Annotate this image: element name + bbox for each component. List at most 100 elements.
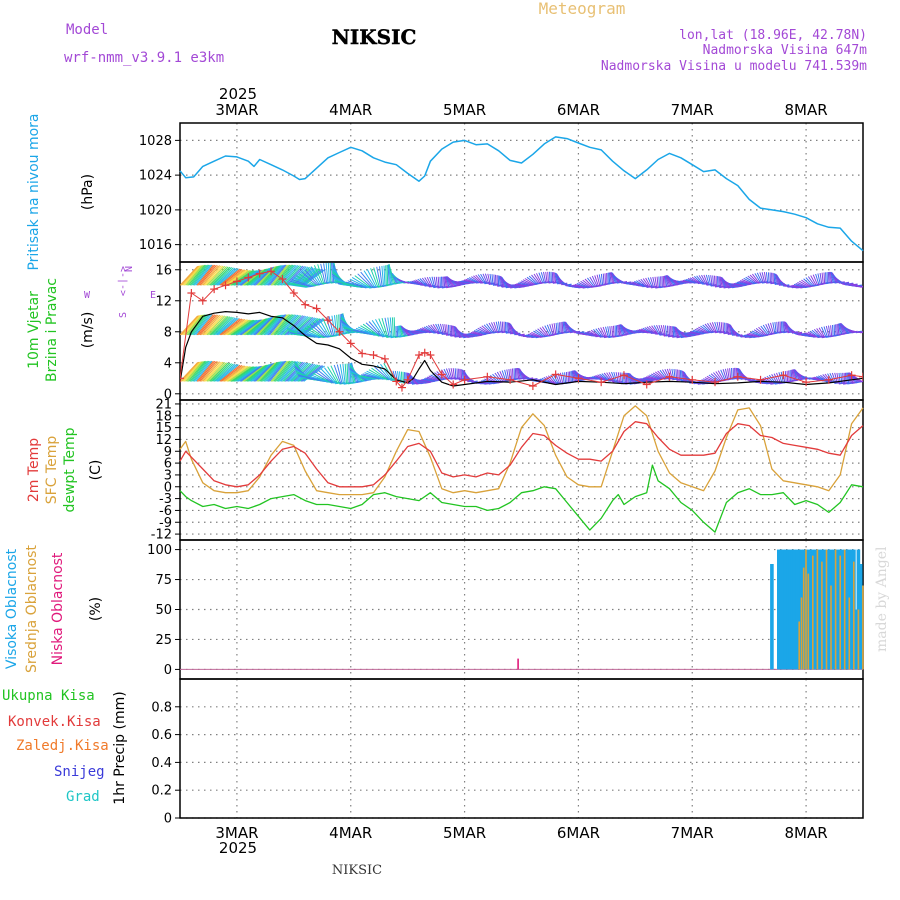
- wind-barb: [396, 325, 399, 338]
- wind-barb: [791, 369, 794, 381]
- wind-barb: [554, 272, 558, 284]
- wind-barb: [710, 373, 720, 382]
- wind-barb: [760, 325, 769, 336]
- wind-barb: [189, 360, 207, 382]
- wind-barb: [526, 334, 538, 338]
- wind-barb: [729, 368, 732, 380]
- wind-barb: [339, 364, 345, 384]
- high-cloud-bar: [770, 564, 774, 670]
- wind-barb: [209, 266, 229, 286]
- wind-barb: [827, 271, 830, 283]
- panel-frame: [179, 399, 864, 541]
- precip-legend: Ukupna Kisa Konvek.Kisa Zaledj.Kisa Snijeg G…: [2, 688, 109, 805]
- wind-barb: [516, 367, 520, 380]
- y-tick-label: 9: [164, 445, 172, 460]
- wind-barb: [213, 316, 234, 336]
- wind-barb: [597, 327, 605, 338]
- high-cloud-bar: [788, 549, 792, 670]
- wind-barb: [399, 325, 403, 337]
- wind-barb: [463, 279, 475, 284]
- wind-barb: [722, 369, 727, 380]
- wind-barb: [564, 321, 569, 333]
- wind-barb: [229, 319, 252, 336]
- top-day-label: 3MAR: [215, 101, 258, 119]
- wind-barb: [203, 361, 222, 382]
- wind-barb: [269, 264, 287, 286]
- wind-barb: [713, 372, 722, 382]
- wind-barb: [755, 328, 766, 336]
- wind-barb: [235, 319, 258, 336]
- y-tick-label: 3: [164, 468, 172, 483]
- wind-barb: [276, 314, 294, 336]
- y-tick-label: 0: [164, 663, 172, 678]
- wind-barb: [398, 325, 402, 337]
- wind-barb: [436, 371, 446, 380]
- wind-barb: [471, 276, 481, 284]
- wind-barb: [273, 314, 291, 336]
- mid-cloud-bar: [848, 597, 851, 670]
- wind-barb: [424, 277, 431, 288]
- wind-barb: [272, 360, 290, 382]
- wind-barb: [299, 364, 321, 382]
- wind-barb: [640, 278, 649, 288]
- wind-barb: [389, 317, 393, 338]
- mid-cloud-bar: [830, 585, 832, 670]
- wind-barb: [415, 279, 425, 287]
- wind-barb: [739, 280, 751, 285]
- mid-cloud-bar: [834, 549, 837, 670]
- wind-gust-line: [180, 270, 863, 389]
- wind-barb: [625, 372, 628, 384]
- wind-barb: [196, 360, 214, 382]
- wind-barb: [313, 265, 323, 284]
- compass-south: S: [118, 312, 129, 318]
- year-label-top: 2025: [219, 85, 257, 103]
- wind-barb: [267, 360, 285, 382]
- dewpoint-line: [179, 464, 864, 533]
- wind-barb: [255, 316, 275, 336]
- wind-barb: [687, 332, 698, 335]
- wind-barb: [212, 316, 232, 336]
- y-tick-label: 1016: [139, 238, 172, 253]
- y-tick-label: -6: [159, 504, 172, 519]
- wind-barb: [226, 319, 249, 336]
- high-cloud-bar: [817, 549, 822, 670]
- wind-barb: [772, 322, 776, 334]
- mid-cloud-bar: [853, 561, 855, 670]
- wind-barb: [762, 324, 770, 335]
- wind-barb: [752, 273, 760, 284]
- wind-barb: [759, 272, 764, 283]
- wind-barb: [549, 271, 551, 283]
- wind-barb: [722, 322, 725, 334]
- wind-barb: [686, 278, 697, 284]
- wind-barb: [645, 376, 657, 380]
- wind-barb: [804, 333, 815, 338]
- wind-barb: [467, 277, 478, 284]
- wind-barb: [304, 327, 323, 338]
- wind-barb: [205, 315, 224, 336]
- wind-barb: [671, 368, 675, 380]
- wind-barb: [696, 275, 704, 285]
- wind-barb: [373, 366, 390, 381]
- wind-barb: [715, 371, 723, 381]
- wind-barb: [419, 278, 428, 287]
- wind-barb: [753, 329, 764, 337]
- wind-barb: [675, 369, 678, 381]
- bottom-day-label: 6MAR: [557, 824, 600, 842]
- wind-barb: [712, 275, 715, 287]
- wind-barb: [384, 317, 390, 338]
- wind-barb: [687, 278, 699, 284]
- wind-barb: [839, 323, 844, 334]
- wind-barb: [484, 273, 490, 285]
- wind-barb: [215, 317, 236, 336]
- wind-barb: [749, 274, 759, 284]
- wind-barb: [480, 273, 487, 284]
- wind-barb: [260, 361, 279, 382]
- wind-barb: [202, 265, 221, 286]
- y-tick-label: 0.2: [151, 784, 172, 799]
- high-cloud-bar: [795, 549, 799, 670]
- y-tick-label: 16: [155, 263, 172, 278]
- wind-barb: [535, 329, 545, 337]
- wind-barb: [205, 265, 224, 286]
- wind-barb: [416, 329, 428, 333]
- wind-barb: [658, 324, 663, 336]
